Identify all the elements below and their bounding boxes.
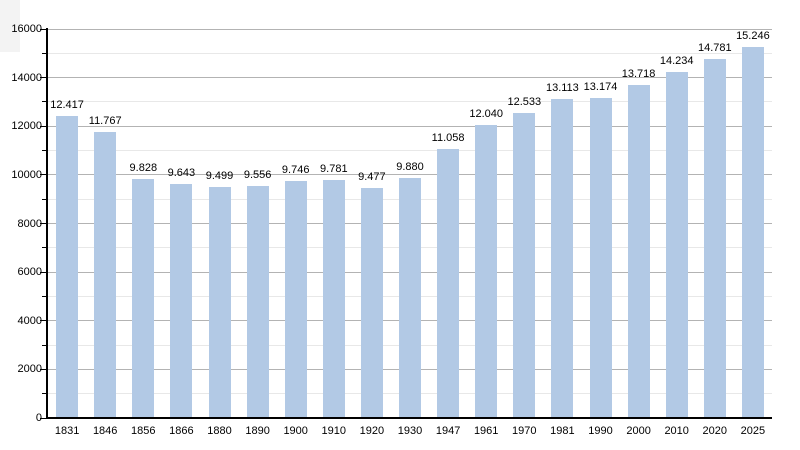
y-axis-tick — [42, 247, 46, 249]
y-tick-label: 12000 — [11, 120, 42, 133]
y-tick-label: 0 — [35, 412, 42, 424]
gridline-minor — [48, 150, 772, 152]
y-axis-tick — [40, 28, 46, 30]
bar-value-label: 14.781 — [697, 41, 732, 54]
gridline-major — [48, 174, 772, 176]
bar-value-label: 12.533 — [507, 96, 542, 109]
bar-value-label: 9.499 — [205, 170, 234, 183]
gridline-minor — [48, 101, 772, 103]
x-tick-label: 1920 — [359, 425, 385, 437]
gridline-major — [48, 28, 772, 30]
bar-value-label: 13.113 — [545, 82, 579, 95]
gridline-major — [48, 125, 772, 127]
bar-value-label: 9.643 — [167, 166, 196, 179]
x-tick-label: 2020 — [702, 425, 728, 437]
bar — [665, 71, 688, 418]
bar — [246, 185, 269, 418]
y-tick-label: 10000 — [11, 168, 42, 181]
y-axis-tick — [42, 52, 46, 54]
bar-value-label: 13.718 — [621, 67, 656, 80]
bar-value-label: 9.828 — [129, 162, 158, 175]
y-axis-tick — [42, 295, 46, 297]
bar — [475, 125, 498, 418]
bar-value-label: 12.417 — [50, 99, 84, 112]
y-axis-tick — [40, 223, 46, 224]
bar-value-label: 15.246 — [736, 30, 770, 43]
y-axis-tick — [42, 150, 46, 152]
bar-value-label: 12.040 — [469, 108, 504, 121]
bar — [627, 84, 650, 418]
x-tick-label: 1981 — [550, 425, 575, 437]
y-tick-label: 4000 — [17, 314, 42, 327]
y-axis-tick — [40, 174, 46, 176]
y-tick-label: 8000 — [17, 217, 42, 230]
bar — [360, 187, 383, 418]
y-axis-tick — [40, 125, 46, 127]
bar — [741, 47, 764, 418]
y-axis-tick — [42, 101, 46, 103]
bar — [322, 180, 345, 418]
bar — [551, 99, 574, 418]
x-tick-label: 1930 — [397, 425, 423, 437]
bar — [513, 113, 536, 418]
x-tick-label: 2000 — [626, 425, 651, 437]
y-axis-tick — [40, 320, 46, 322]
y-axis-tick — [42, 344, 46, 346]
bar — [284, 181, 307, 418]
x-tick-label: 1831 — [54, 425, 80, 437]
bar-value-label: 9.781 — [320, 163, 348, 176]
bar-value-label: 13.174 — [583, 80, 618, 93]
bar-value-label: 11.058 — [431, 132, 465, 145]
y-tick-label: 14000 — [11, 71, 42, 84]
gridline-minor — [48, 52, 772, 54]
bar — [94, 131, 117, 418]
bar — [132, 179, 155, 418]
x-axis-line — [46, 417, 772, 419]
y-axis-tick — [40, 368, 46, 370]
gridline-major — [48, 77, 772, 79]
y-tick-label: 16000 — [11, 23, 42, 35]
bar — [703, 58, 726, 418]
x-tick-label: 1970 — [512, 425, 537, 437]
bar-value-label: 9.477 — [358, 170, 386, 183]
corner-artifact — [0, 0, 20, 52]
bar — [56, 116, 79, 418]
x-tick-label: 1880 — [207, 425, 232, 437]
bar — [170, 183, 193, 418]
x-tick-label: 1866 — [169, 425, 194, 437]
y-tick-label: 2000 — [17, 363, 42, 376]
x-tick-label: 1990 — [588, 425, 613, 437]
bar-value-label: 9.556 — [243, 168, 272, 181]
bar-value-label: 11.767 — [88, 114, 122, 127]
x-tick-label: 1961 — [473, 425, 499, 437]
x-tick-label: 1910 — [321, 425, 347, 437]
bar-value-label: 9.880 — [396, 160, 424, 173]
x-tick-label: 1900 — [283, 425, 308, 437]
bar — [437, 149, 460, 418]
x-tick-label: 2025 — [740, 425, 766, 437]
x-tick-label: 1856 — [131, 425, 156, 437]
y-axis-tick — [42, 198, 46, 200]
x-tick-label: 1947 — [435, 425, 461, 437]
x-tick-label: 2010 — [664, 425, 689, 437]
x-tick-label: 1890 — [245, 425, 270, 437]
y-axis-tick — [40, 271, 46, 273]
bar-value-label: 14.234 — [659, 54, 694, 67]
bar — [399, 177, 421, 418]
bar — [589, 97, 612, 418]
y-axis-tick — [40, 417, 46, 419]
x-tick-label: 1846 — [92, 425, 118, 437]
y-tick-label: 6000 — [17, 266, 42, 279]
y-axis-tick — [40, 77, 46, 79]
bar — [208, 187, 231, 418]
y-axis-tick — [42, 393, 46, 395]
y-axis-line — [46, 28, 48, 419]
bar-value-label: 9.746 — [281, 164, 310, 177]
